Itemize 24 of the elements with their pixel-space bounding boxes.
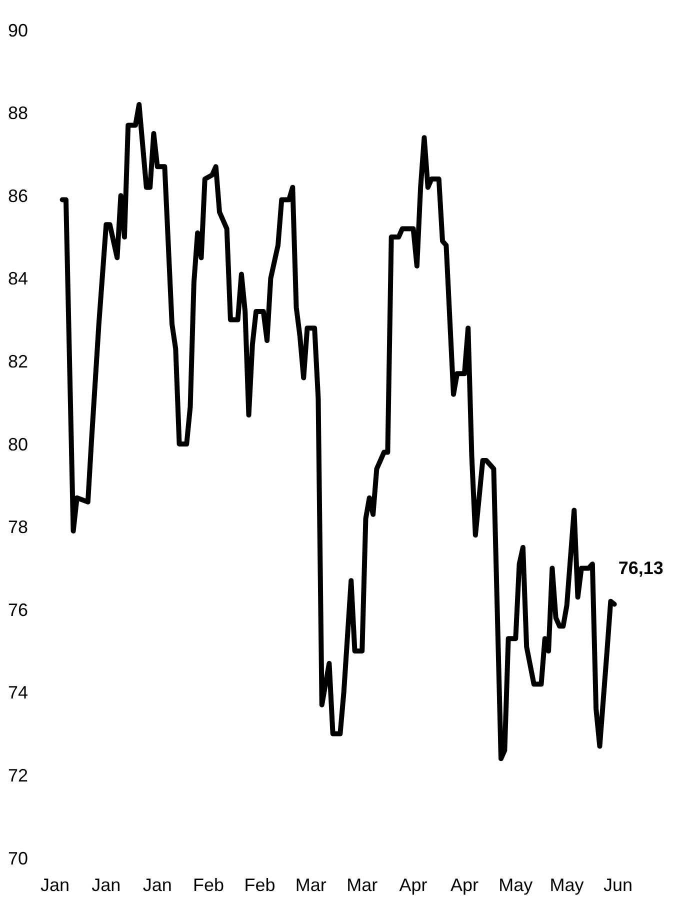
y-tick-label: 80: [8, 434, 28, 454]
x-tick-label: Jan: [40, 875, 70, 895]
x-tick-label: May: [550, 875, 584, 895]
annotation: 76,13: [618, 558, 664, 578]
x-tick-label: Mar: [295, 875, 326, 895]
x-tick-label: Jun: [603, 875, 633, 895]
x-tick-label: Feb: [244, 875, 276, 895]
x-tick-label: Feb: [193, 875, 224, 895]
y-tick-label: 78: [8, 517, 28, 538]
y-tick-label: 72: [8, 766, 28, 786]
y-tick-label: 88: [8, 103, 28, 124]
y-tick-label: 84: [8, 268, 28, 289]
x-tick-label: Jan: [92, 875, 121, 895]
y-tick-label: 82: [8, 352, 28, 372]
x-tick-label: Apr: [399, 875, 428, 895]
y-tick-label: 74: [8, 682, 28, 703]
x-tick-label: May: [498, 875, 533, 895]
x-tick-label: Apr: [450, 875, 478, 895]
x-tick-label: Jan: [142, 875, 172, 895]
y-tick-label: 90: [8, 20, 28, 40]
y-tick-label: 86: [8, 186, 28, 206]
y-tick-label: 76: [8, 600, 28, 620]
y-tick-label: 70: [8, 848, 28, 868]
x-tick-label: Mar: [346, 875, 378, 895]
